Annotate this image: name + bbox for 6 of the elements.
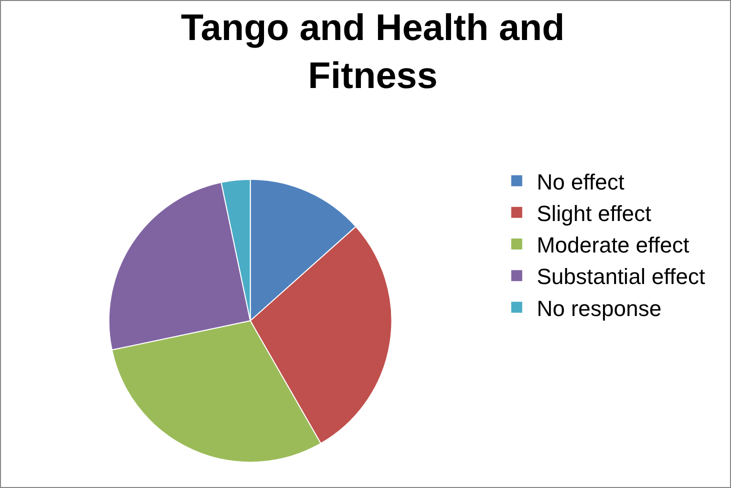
legend-label: Substantial effect	[536, 264, 706, 290]
chart-title: Tango and Health and Fitness	[180, 6, 565, 96]
legend-label: Slight effect	[536, 200, 652, 226]
legend-label: No effect	[536, 169, 624, 194]
legend-label: No response	[536, 296, 662, 321]
legend-label: Moderate effect	[536, 232, 690, 258]
